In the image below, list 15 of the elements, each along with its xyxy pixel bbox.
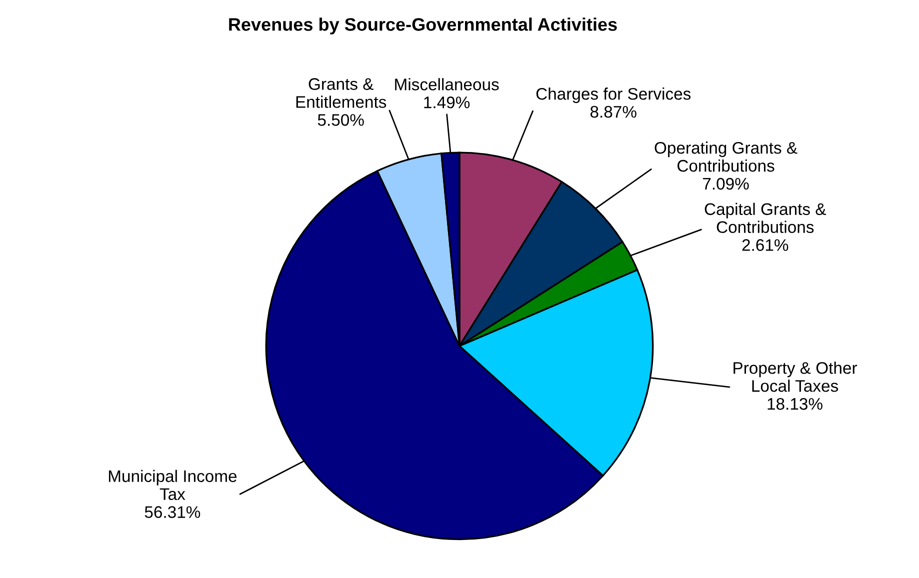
data-label: 18.13% [768,398,822,410]
slice-label: Charges for Services [536,88,691,104]
slice-label: Property & Other Local Taxes [734,362,858,392]
slice-label: Miscellaneous [395,78,499,90]
data-label: 56.31% [144,506,200,518]
slice-label: Capital Grants & Contributions [704,202,826,234]
chart-title: Revenues by Source-Governmental Activities [229,18,617,34]
data-label: 8.87% [590,106,636,118]
data-label: 7.09% [702,178,749,190]
data-label: 2.61% [742,239,788,251]
slice-label: Grants & Entitlements [296,78,386,108]
data-label: 1.49% [424,96,470,108]
slice-label: Municipal Income Tax [108,470,237,500]
slice-label: Operating Grants & Contributions [654,142,798,172]
data-label: 5.50% [318,114,364,126]
